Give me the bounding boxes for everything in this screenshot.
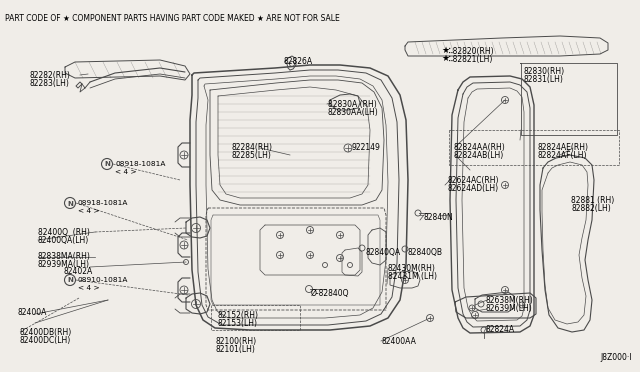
Text: ★: ★ — [441, 54, 449, 63]
Text: 82400DC(LH): 82400DC(LH) — [20, 336, 71, 345]
Text: < 4 >: < 4 > — [78, 285, 100, 291]
Text: PART CODE OF ★ COMPONENT PARTS HAVING PART CODE MAKED ★ ARE NOT FOR SALE: PART CODE OF ★ COMPONENT PARTS HAVING PA… — [5, 14, 340, 23]
Text: 82101(LH): 82101(LH) — [216, 345, 256, 354]
Text: < 4 >: < 4 > — [115, 169, 136, 175]
Text: 82838MA(RH): 82838MA(RH) — [38, 252, 91, 261]
Text: 08910-1081A: 08910-1081A — [78, 277, 129, 283]
Text: N: N — [67, 201, 73, 206]
Text: 82430M(RH): 82430M(RH) — [388, 264, 436, 273]
Text: 82283(LH): 82283(LH) — [30, 79, 70, 88]
Text: < 4 >: < 4 > — [78, 208, 100, 214]
Text: 82824AB(LH): 82824AB(LH) — [453, 151, 503, 160]
Text: 82638M(RH): 82638M(RH) — [486, 296, 534, 305]
Text: N: N — [67, 278, 73, 283]
Text: 82400AA: 82400AA — [381, 337, 416, 346]
Text: 08918-1081A: 08918-1081A — [78, 200, 129, 206]
Text: ⠥82821(LH): ⠥82821(LH) — [448, 55, 493, 64]
Text: J8Z000·I: J8Z000·I — [600, 353, 632, 362]
Text: 82402A: 82402A — [64, 267, 93, 276]
Text: 82840QB: 82840QB — [408, 248, 443, 257]
Text: 82831(LH): 82831(LH) — [523, 75, 563, 84]
Text: 82824AA(RH): 82824AA(RH) — [453, 143, 505, 152]
Text: 82840QA: 82840QA — [366, 248, 401, 257]
Text: 82830A (RH): 82830A (RH) — [328, 100, 377, 109]
Text: N: N — [104, 161, 110, 167]
Text: 82824AF(LH): 82824AF(LH) — [538, 151, 588, 160]
Text: 82639M(LH): 82639M(LH) — [486, 304, 532, 313]
Text: ⠥82820(RH): ⠥82820(RH) — [448, 47, 495, 56]
Text: 82152(RH): 82152(RH) — [218, 311, 259, 320]
Text: 08918-1081A: 08918-1081A — [115, 161, 165, 167]
Text: 82431M (LH): 82431M (LH) — [388, 272, 437, 281]
Text: 82882(LH): 82882(LH) — [571, 204, 611, 213]
Text: Ø-82840Q: Ø-82840Q — [311, 289, 349, 298]
Text: 82100(RH): 82100(RH) — [216, 337, 257, 346]
Text: 82826A: 82826A — [284, 57, 312, 66]
Text: 82881 (RH): 82881 (RH) — [571, 196, 614, 205]
Text: 82840N: 82840N — [424, 213, 454, 222]
Text: 82939MA(LH): 82939MA(LH) — [38, 260, 90, 269]
Text: 82824AE(RH): 82824AE(RH) — [538, 143, 589, 152]
Text: 82824A: 82824A — [485, 325, 514, 334]
Text: 82400DB(RH): 82400DB(RH) — [20, 328, 72, 337]
Text: 82400Q  (RH): 82400Q (RH) — [38, 228, 90, 237]
Text: ★: ★ — [441, 46, 449, 55]
Text: 82153(LH): 82153(LH) — [218, 319, 258, 328]
Text: 922149: 922149 — [352, 143, 381, 152]
Text: 82624AC(RH): 82624AC(RH) — [448, 176, 499, 185]
Text: 82284(RH): 82284(RH) — [232, 143, 273, 152]
Text: 82282(RH): 82282(RH) — [30, 71, 71, 80]
Text: 82400A: 82400A — [18, 308, 47, 317]
Text: 82830(RH): 82830(RH) — [523, 67, 564, 76]
Text: 82285(LH): 82285(LH) — [232, 151, 272, 160]
Text: 82830AA(LH): 82830AA(LH) — [328, 108, 379, 117]
Text: 82624AD(LH): 82624AD(LH) — [448, 184, 499, 193]
Text: 82400QA(LH): 82400QA(LH) — [38, 236, 89, 245]
